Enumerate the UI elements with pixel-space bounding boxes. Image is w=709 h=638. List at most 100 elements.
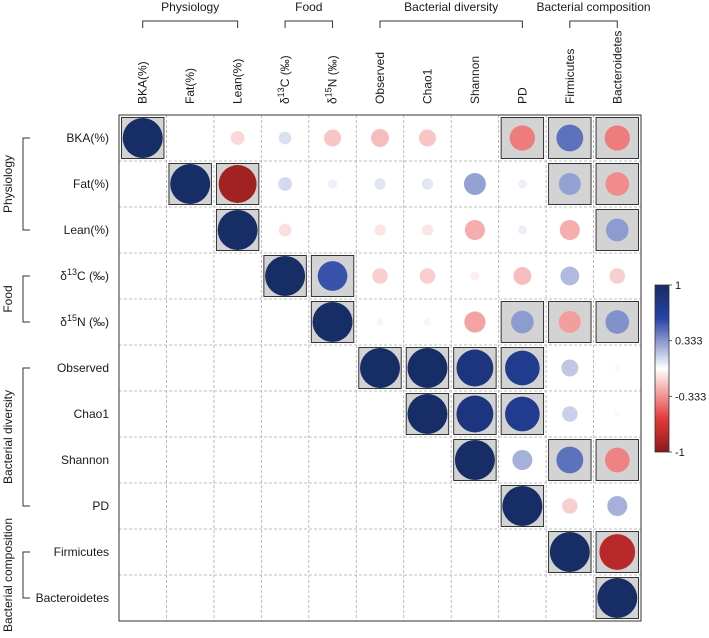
colorbar-gradient	[654, 284, 670, 453]
correlation-circle	[607, 496, 628, 516]
grid-layer	[118, 114, 642, 622]
column-label: δ13C (‰)	[276, 55, 292, 104]
group-bracket-top	[284, 20, 334, 28]
column-label: δ15N (‰)	[324, 55, 340, 104]
colorbar: 1 0.333 -0.333 -1	[654, 280, 706, 459]
correlation-circle	[605, 310, 630, 334]
group-label-top: Physiology	[161, 0, 219, 14]
correlation-circle	[376, 318, 384, 326]
correlation-circle	[509, 125, 536, 151]
row-label: Chao1	[74, 407, 110, 421]
group-bracket-left	[22, 275, 30, 323]
correlation-circle	[217, 210, 258, 250]
correlation-circle	[513, 267, 532, 285]
correlation-circle	[549, 532, 590, 572]
correlation-circle	[423, 318, 431, 326]
correlation-circle	[556, 446, 584, 474]
correlation-circle	[230, 131, 245, 145]
correlation-circle	[464, 311, 486, 333]
colorbar-tick-label: 0.333	[675, 336, 703, 348]
group-bracket-left	[22, 137, 30, 231]
correlation-circle	[456, 395, 494, 433]
column-label: Chao1	[420, 68, 434, 104]
correlation-circle	[328, 179, 338, 189]
row-label: Firmicutes	[54, 545, 109, 559]
correlation-circle	[454, 440, 495, 480]
correlation-circle	[278, 131, 292, 145]
correlation-circle	[614, 365, 621, 371]
column-label: Fat(%)	[183, 68, 197, 104]
correlation-circle	[559, 220, 580, 240]
correlation-circle	[502, 486, 543, 526]
correlation-circle	[511, 310, 534, 334]
group-label-left: Food	[1, 285, 15, 312]
correlation-circle	[278, 223, 292, 237]
correlation-circle	[609, 268, 626, 284]
correlation-circle	[372, 268, 388, 284]
correlation-circle	[456, 349, 494, 387]
colorbar-tick-label: 1	[675, 280, 681, 292]
colorbar-tick-label: -1	[675, 447, 685, 459]
correlation-circle	[317, 261, 348, 291]
group-label-left: Physiology	[1, 155, 15, 213]
column-label: Bacteroidetes	[610, 31, 624, 104]
row-label: δ13C (‰)	[60, 267, 109, 283]
row-label: PD	[92, 499, 109, 513]
correlation-circle	[470, 271, 480, 281]
correlation-circle	[558, 311, 581, 333]
correlation-circle	[407, 394, 448, 434]
correlation-circle	[605, 218, 629, 242]
correlation-circle	[122, 118, 163, 158]
row-label: BKA(%)	[66, 131, 109, 145]
row-label: Lean(%)	[64, 223, 109, 237]
correlation-circle	[419, 268, 436, 284]
group-layer: Physiology Physiology Food Food Bacterial di…	[1, 0, 651, 632]
correlation-circle	[556, 124, 584, 152]
correlation-circle	[562, 406, 578, 422]
correlation-circle	[517, 179, 527, 189]
group-bracket-top	[142, 20, 239, 28]
correlation-circle	[374, 224, 386, 236]
correlation-circle	[464, 220, 485, 240]
correlation-circle	[324, 129, 342, 147]
group-label-top: Bacterial diversity	[404, 0, 498, 14]
column-label: PD	[515, 87, 529, 104]
correlation-circle	[407, 348, 448, 388]
row-label: δ15N (‰)	[60, 313, 109, 329]
group-label-left: Bacterial diversity	[1, 390, 15, 484]
correlation-circle	[604, 447, 630, 473]
correlation-circle	[562, 498, 578, 514]
correlation-circle	[505, 350, 540, 386]
correlation-circle	[265, 256, 306, 296]
correlation-circle	[505, 396, 540, 432]
row-label: Fat(%)	[73, 177, 109, 191]
correlation-circle	[421, 224, 434, 236]
correlation-circle	[418, 129, 436, 147]
correlation-circle	[312, 302, 353, 342]
colorbar-tick-label: -0.333	[675, 391, 706, 403]
correlation-circle	[374, 178, 386, 190]
correlation-circle	[604, 125, 630, 151]
correlation-circle	[597, 578, 638, 618]
correlation-circle	[360, 348, 400, 388]
correlation-circle	[605, 172, 630, 196]
group-label-top: Food	[295, 0, 322, 14]
correlation-circle	[560, 266, 580, 286]
group-bracket-top	[379, 20, 523, 28]
column-label: Shannon	[468, 56, 482, 104]
cell-layer	[121, 117, 639, 619]
group-label-top: Bacterial composition	[537, 0, 651, 14]
column-label: Lean(%)	[231, 59, 245, 104]
correlation-circle	[599, 534, 636, 570]
correlation-circle	[561, 359, 579, 377]
correlation-circle	[558, 173, 581, 195]
group-bracket-left	[22, 551, 30, 599]
correlation-circle	[463, 173, 486, 195]
row-label: Observed	[57, 361, 109, 375]
correlation-circle	[278, 177, 293, 191]
correlation-circle	[614, 411, 621, 417]
plot-border	[118, 114, 642, 622]
group-bracket-left	[22, 367, 30, 507]
correlation-circle	[512, 450, 533, 470]
